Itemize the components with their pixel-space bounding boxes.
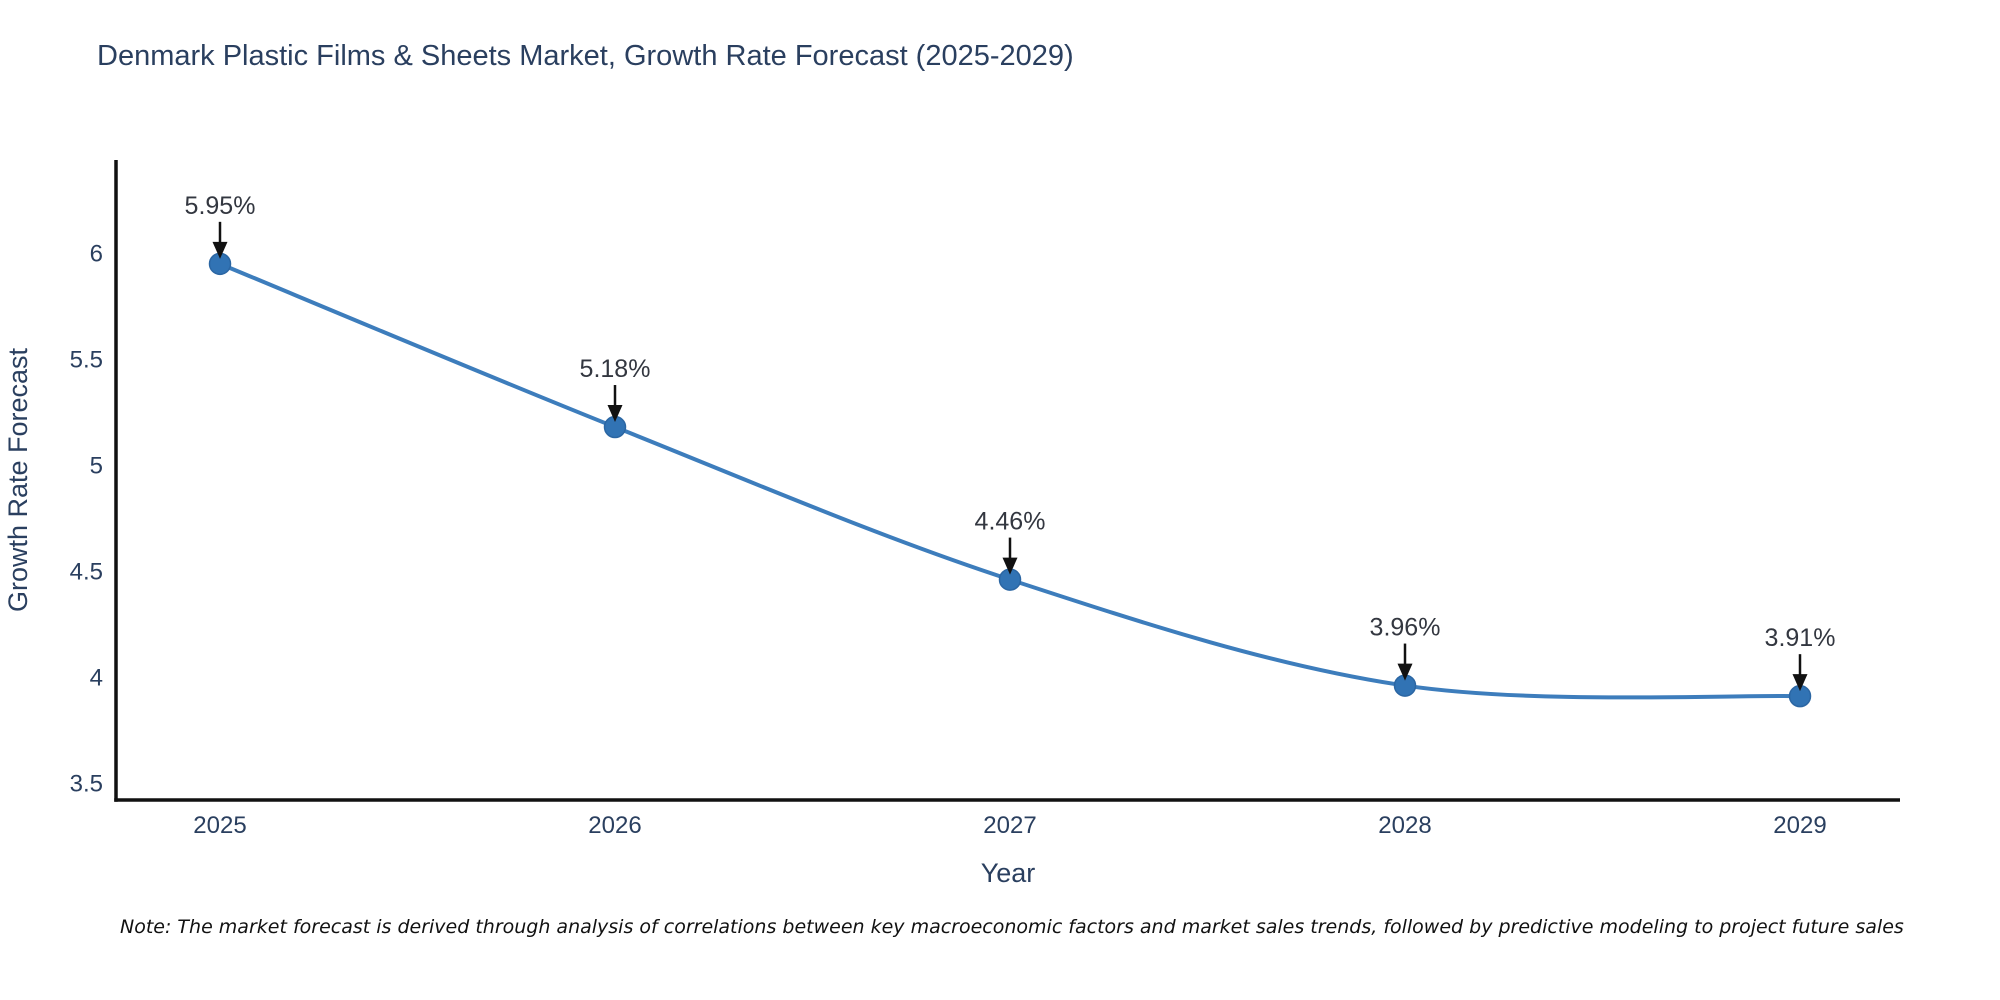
x-tick-label-2027: 2027: [983, 812, 1036, 839]
x-axis-title: Year: [981, 858, 1036, 888]
annotation-arrowhead-icon: [607, 405, 623, 423]
y-tick-label-3.5: 3.5: [70, 771, 103, 798]
data-label-2025: 5.95%: [185, 192, 256, 220]
x-tick-label-2025: 2025: [193, 812, 246, 839]
chart-title: Denmark Plastic Films & Sheets Market, G…: [97, 40, 1074, 72]
annotation-arrowhead-icon: [1792, 674, 1808, 692]
y-tick-label-4: 4: [90, 665, 103, 692]
data-label-2028: 3.96%: [1370, 614, 1441, 642]
y-tick-label-5: 5: [90, 453, 103, 480]
data-label-2029: 3.91%: [1765, 624, 1836, 652]
x-tick-label-2029: 2029: [1773, 812, 1826, 839]
annotation-arrowhead-icon: [212, 241, 228, 259]
x-tick-label-2026: 2026: [588, 812, 641, 839]
y-tick-label-6: 6: [90, 241, 103, 268]
annotation-arrowhead-icon: [1397, 663, 1413, 681]
footnote: Note: The market forecast is derived thr…: [120, 916, 1904, 938]
y-tick-label-5.5: 5.5: [70, 347, 103, 374]
trend-line: [218, 261, 1802, 700]
x-tick-label-2028: 2028: [1378, 812, 1431, 839]
annotation-arrowhead-icon: [1002, 557, 1018, 575]
data-label-2026: 5.18%: [580, 355, 651, 383]
y-tick-label-4.5: 4.5: [70, 559, 103, 586]
y-axis-title: Growth Rate Forecast: [3, 347, 33, 612]
data-label-2027: 4.46%: [975, 508, 1046, 536]
